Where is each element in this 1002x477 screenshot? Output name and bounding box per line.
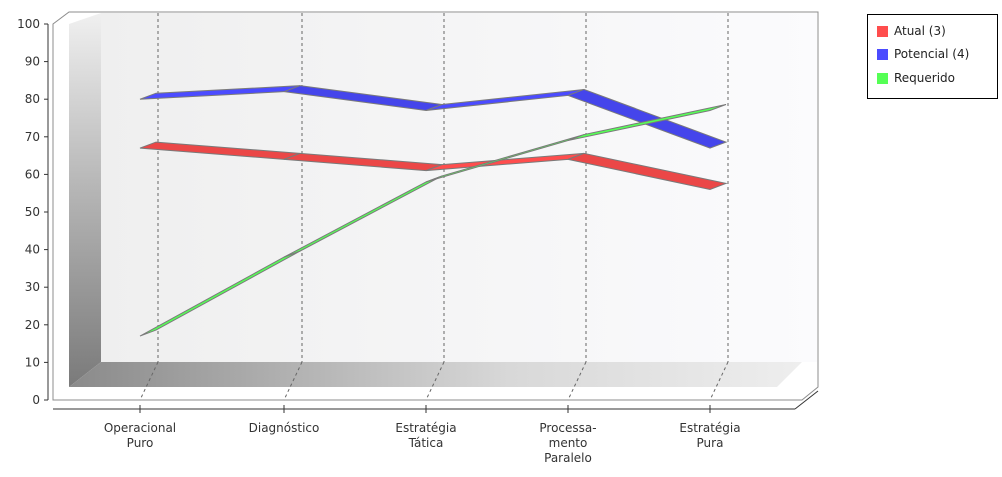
x-tick-label: Pura — [697, 436, 724, 450]
series-segment — [566, 88, 728, 149]
legend-label-requerido: Requerido — [894, 71, 956, 85]
floor — [69, 362, 802, 387]
x-tick-label: Estratégia — [395, 421, 456, 435]
gridline-floor — [139, 361, 159, 401]
gridline-floor — [567, 361, 587, 401]
legend-item-atual: Atual (3) — [877, 23, 946, 39]
x-tick-label: Estratégia — [679, 421, 740, 435]
y-tick-label: 10 — [25, 355, 40, 369]
y-tick-label: 0 — [32, 393, 40, 407]
series-segment — [566, 152, 728, 190]
series-potencial — [139, 85, 728, 149]
series-requerido — [139, 103, 727, 337]
x-tick-label: Tática — [408, 436, 444, 450]
legend: Atual (3) Potencial (4) Requerido — [867, 14, 998, 99]
series-segment — [567, 103, 727, 142]
x-tick-label: Processa- — [539, 421, 596, 435]
x-tick-label: Puro — [127, 436, 154, 450]
y-tick-label: 100 — [17, 17, 40, 31]
back-wall — [101, 13, 817, 362]
y-axis: 0 10 20 30 40 50 60 70 80 90 100 — [17, 17, 49, 407]
y-tick-label: 30 — [25, 280, 40, 294]
x-tick-label: Diagnóstico — [249, 421, 320, 435]
gridlines — [139, 13, 729, 401]
legend-swatch-requerido — [877, 72, 888, 84]
gridline-floor — [709, 361, 729, 401]
y-tick-label: 20 — [25, 318, 40, 332]
y-tick-label: 80 — [25, 92, 40, 106]
series-atual — [139, 141, 728, 190]
x-tick-label: mento — [549, 436, 588, 450]
series-layer — [139, 85, 728, 337]
y-tick-label: 60 — [25, 167, 40, 181]
x-axis-depth-line — [794, 390, 819, 410]
legend-item-requerido: Requerido — [877, 70, 955, 86]
gridline-floor — [425, 361, 445, 401]
x-tick-label: Paralelo — [544, 451, 592, 465]
y-tick-label: 40 — [25, 243, 40, 257]
y-tick-label: 90 — [25, 55, 40, 69]
legend-item-potencial: Potencial (4) — [877, 46, 969, 62]
legend-swatch-potencial — [877, 48, 888, 60]
legend-label-atual: Atual (3) — [894, 24, 946, 38]
y-tick-label: 50 — [25, 205, 40, 219]
side-wall — [69, 13, 101, 387]
legend-swatch-atual — [877, 25, 888, 37]
plot-frame — [52, 11, 819, 401]
gridline-floor — [283, 361, 303, 401]
legend-label-potencial: Potencial (4) — [894, 47, 970, 61]
plot-border — [52, 11, 819, 401]
x-tick-label: Operacional — [104, 421, 176, 435]
y-tick-label: 70 — [25, 130, 40, 144]
